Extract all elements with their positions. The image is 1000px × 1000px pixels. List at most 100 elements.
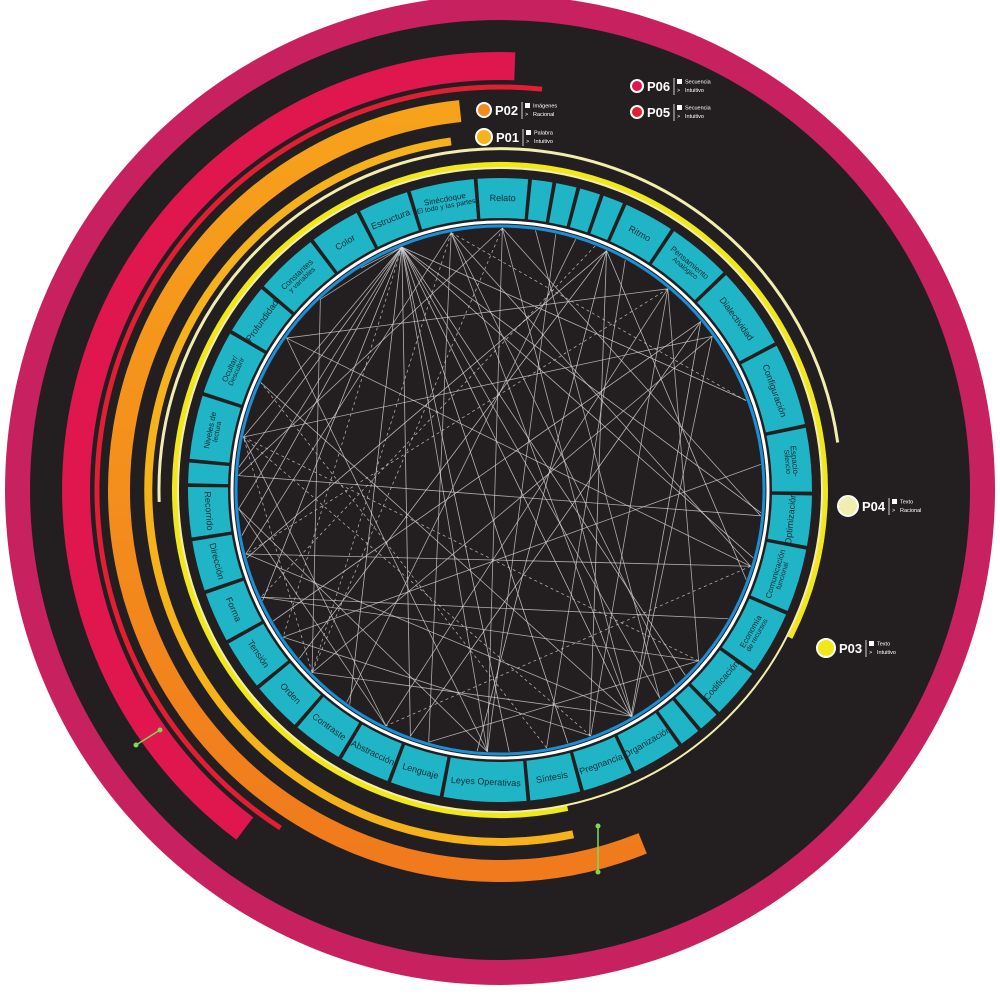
arc-p06 (62, 52, 516, 840)
connection-line (243, 436, 699, 662)
concept-segment (231, 289, 292, 351)
person-arcs (62, 52, 840, 883)
person-marker-p03: P03 Texto > Intuitivo (816, 638, 896, 658)
person-code: P05 (647, 105, 670, 120)
concept-segment (203, 333, 265, 405)
connection-line (502, 227, 633, 717)
arc-p04 (157, 147, 840, 502)
connection-line (502, 227, 762, 517)
green-dot (157, 727, 163, 733)
connection-line (401, 246, 754, 559)
concept-segment (617, 713, 679, 772)
concept-label: Relato (490, 193, 516, 203)
concept-segment (766, 427, 812, 492)
concept-segment (359, 192, 419, 247)
connection-line (245, 553, 751, 567)
person-medium: Secuencia (685, 80, 712, 86)
person-medium: Secuencia (685, 106, 712, 112)
connection-line (535, 230, 660, 698)
concept-segment (750, 541, 807, 612)
concept-segment (188, 487, 232, 538)
connection-line (260, 245, 596, 598)
arrow-glyph: > (892, 508, 895, 514)
connection-line (486, 227, 503, 752)
connection-line (476, 250, 607, 752)
person-medium: Imágenes (533, 104, 557, 110)
concept-segment (549, 183, 577, 227)
concept-segment (573, 736, 632, 791)
connection-line (260, 382, 547, 749)
concept-segment (590, 195, 623, 241)
concept-segment (297, 696, 360, 757)
person-code: P06 (647, 79, 670, 94)
person-style: Racional (900, 508, 921, 514)
arrow-glyph: > (677, 88, 680, 94)
connection-line (311, 336, 713, 673)
concept-segment (192, 534, 243, 591)
green-dot (595, 869, 601, 875)
person-dot (816, 638, 836, 658)
connection-line (286, 337, 751, 567)
concept-ring: SinécdoqueEl todo y las partes RelatoRitm… (188, 177, 812, 803)
connection-line (311, 232, 452, 673)
connection-line (238, 508, 387, 727)
concept-segment (477, 177, 529, 220)
concept-segment (341, 724, 402, 781)
connection-line (243, 436, 591, 737)
concept-sublabel: Silencio (783, 449, 792, 474)
connection-line (311, 227, 503, 673)
person-code: P01 (496, 130, 519, 145)
concept-segment (189, 395, 241, 463)
person-code: P04 (862, 499, 886, 514)
connection-line (401, 246, 569, 744)
connection-line (385, 288, 669, 727)
connection-lines (238, 227, 762, 752)
connection-line (410, 321, 702, 737)
arrow-glyph: > (869, 650, 872, 656)
connection-line (238, 508, 488, 752)
arc-p02 (108, 100, 647, 883)
person-marker-p04: P04 Texto > Racional (837, 495, 921, 517)
connection-line (243, 436, 313, 673)
concept-segment (228, 623, 289, 686)
inner-white-ring (230, 220, 770, 760)
connection-line (246, 250, 607, 559)
concept-segment (651, 231, 724, 301)
connection-line (243, 246, 403, 438)
concept-segment (675, 685, 717, 729)
concept-label: Leyes Operativas (451, 775, 522, 788)
connection-line (286, 337, 488, 752)
person-code: P03 (839, 641, 862, 656)
person-dot (476, 102, 492, 118)
concept-segment (259, 663, 321, 725)
connection-line (238, 475, 761, 517)
concept-segment (610, 204, 671, 263)
connection-line (349, 247, 403, 705)
connection-line (630, 321, 702, 717)
concept-segment (658, 700, 699, 744)
media-type-icon (525, 103, 530, 108)
person-medium: Texto (877, 642, 890, 648)
person-marker-p06: P06 Secuencia > Intuitivo (630, 78, 712, 95)
person-medium: Texto (900, 500, 913, 506)
connection-line (262, 246, 403, 601)
person-style: Racional (533, 112, 554, 118)
person-dot (837, 495, 859, 517)
arc-p01 (144, 137, 575, 846)
person-markers: P06 Secuencia > Intuitivo P05 Secuencia > Intui… (475, 78, 921, 658)
connection-line (241, 246, 403, 536)
concept-segment (527, 179, 553, 222)
arc-p03 (172, 162, 828, 818)
connection-line (320, 246, 403, 300)
arrow-glyph: > (526, 139, 529, 145)
person-marker-p05: P05 Secuencia > Intuitivo (630, 104, 712, 121)
concept-segment (721, 598, 787, 671)
concept-segment (390, 744, 448, 797)
person-dot (630, 79, 644, 93)
arc-p05 (94, 84, 543, 831)
media-type-icon (869, 641, 874, 646)
connection-line (238, 227, 503, 476)
connection-line (589, 250, 607, 737)
